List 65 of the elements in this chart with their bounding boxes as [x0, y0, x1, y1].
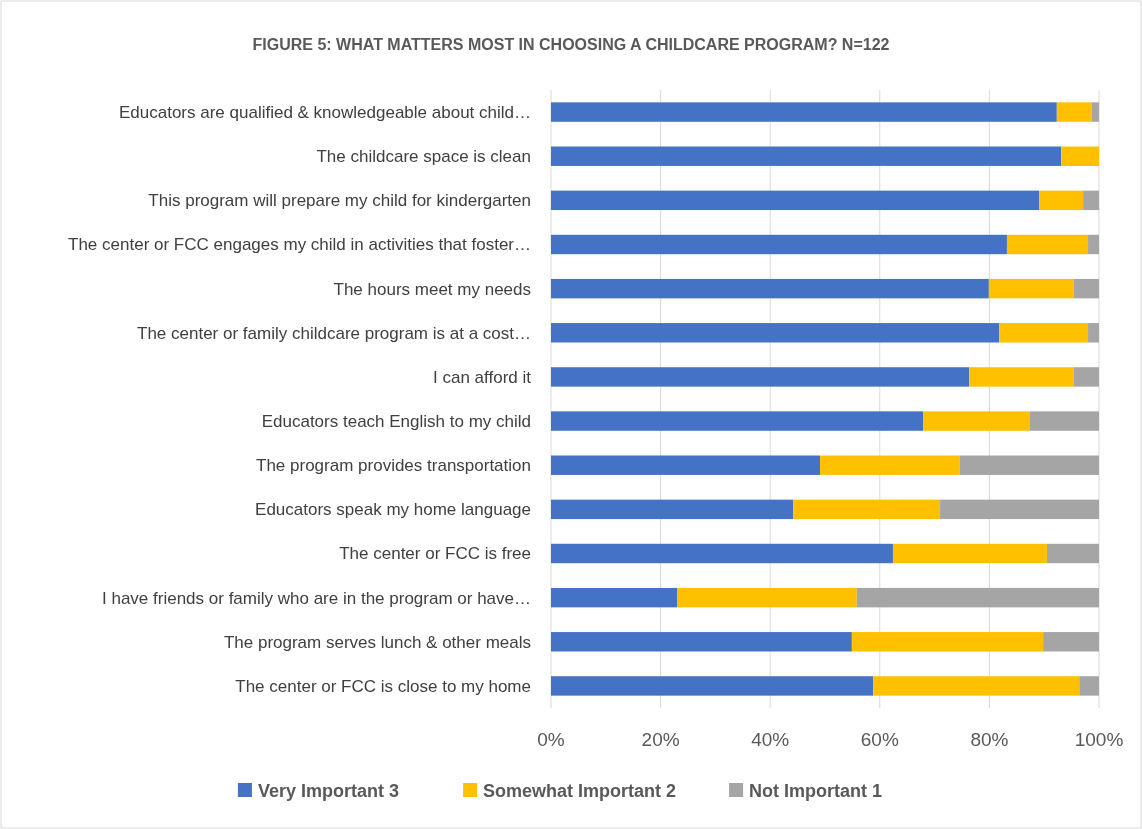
bar: [551, 543, 893, 564]
bar: [1073, 278, 1099, 299]
bar: [551, 587, 678, 608]
y-tick-label: The childcare space is clean: [316, 147, 531, 167]
bar: [551, 455, 821, 475]
bar: [1079, 676, 1099, 696]
bar: [820, 455, 960, 475]
bar: [677, 587, 857, 608]
y-tick-label: The center or FCC is free: [339, 544, 531, 564]
bar: [1029, 411, 1099, 431]
y-tick-label: Educators are qualified & knowledgeable about child…: [118, 103, 531, 123]
bar: [551, 278, 989, 299]
bar: [551, 632, 852, 652]
bar: [1088, 234, 1099, 255]
x-tick-label: 40%: [751, 729, 790, 750]
y-tick-label: The center or family childcare program is at a cost…: [137, 323, 531, 343]
x-tick-label: 100%: [1074, 729, 1124, 750]
bar: [873, 676, 1080, 696]
y-tick-label: The program provides transportation: [256, 456, 531, 476]
bar: [988, 278, 1074, 299]
legend-label: Not Important 1: [749, 781, 883, 801]
legend-label: Very Important 3: [257, 781, 399, 801]
bar: [551, 676, 874, 696]
bar: [1046, 543, 1099, 564]
bar: [1039, 190, 1084, 211]
bar: [793, 499, 941, 520]
bar: [551, 190, 1040, 211]
bar: [1073, 367, 1099, 387]
y-tick-label: Educators teach English to my child: [261, 412, 531, 432]
bar: [851, 632, 1044, 652]
y-tick-label: The center or FCC engages my child in activities that foster…: [68, 235, 531, 255]
bar: [940, 499, 1099, 520]
bar: [551, 102, 1057, 122]
y-tick-label: The hours meet my needs: [333, 279, 531, 299]
bar: [856, 587, 1099, 608]
y-tick-label: This program will prepare my child for kindergarten: [148, 191, 531, 211]
x-tick-label: 20%: [641, 729, 680, 750]
bar: [959, 455, 1099, 475]
y-tick-label: I have friends or family who are in the program or have…: [102, 588, 531, 608]
bar: [1006, 234, 1089, 255]
bar: [969, 367, 1074, 387]
y-tick-label: The center or FCC is close to my home: [235, 676, 531, 696]
bar: [551, 146, 1062, 166]
legend-label: Somewhat Important 2: [483, 781, 677, 801]
bar: [1061, 146, 1099, 166]
bar: [999, 323, 1089, 343]
bar: [1083, 190, 1099, 211]
chart-title: FIGURE 5: WHAT MATTERS MOST IN CHOOSING A CHILDCARE PROGRAM? N=122: [252, 36, 890, 53]
y-tick-label: Educators speak my home language: [255, 500, 531, 520]
bar: [551, 234, 1007, 255]
bar: [1056, 102, 1092, 122]
x-tick-label: 0%: [537, 729, 565, 750]
bar: [923, 411, 1030, 431]
bar: [551, 367, 970, 387]
y-tick-label: I can afford it: [433, 367, 532, 387]
bar: [551, 411, 924, 431]
bar: [1043, 632, 1099, 652]
bar: [1088, 323, 1099, 343]
bar: [551, 499, 794, 520]
bar: [551, 323, 1000, 343]
bar: [1091, 102, 1099, 122]
y-tick-label: The program serves lunch & other meals: [223, 632, 531, 652]
x-tick-label: 80%: [970, 729, 1009, 750]
x-tick-label: 60%: [860, 729, 899, 750]
bar: [892, 543, 1047, 564]
